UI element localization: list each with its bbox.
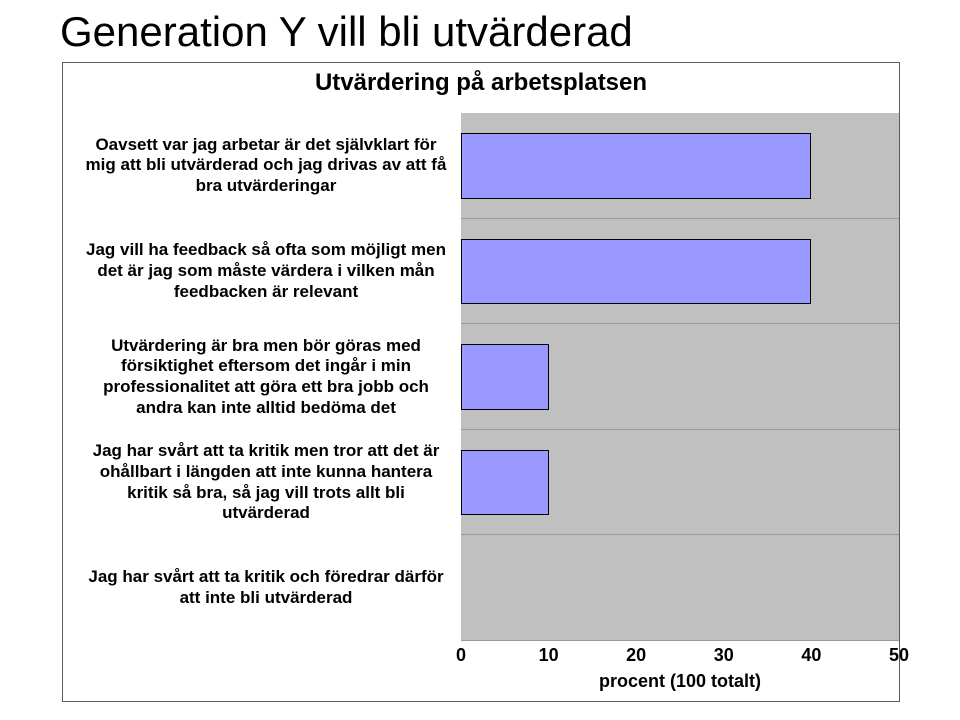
bar-row <box>461 113 899 219</box>
category-label: Utvärdering är bra men bör göras med för… <box>85 336 447 419</box>
category-label-cell: Utvärdering är bra men bör göras med för… <box>63 324 461 430</box>
category-label-cell: Jag vill ha feedback så ofta som möjligt… <box>63 219 461 325</box>
chart-card: Utvärdering på arbetsplatsen Oavsett var… <box>62 62 900 702</box>
plot-area <box>461 113 899 641</box>
bar-row <box>461 535 899 641</box>
category-label-cell: Jag har svårt att ta kritik och föredrar… <box>63 535 461 641</box>
category-label: Jag har svårt att ta kritik men tror att… <box>85 441 447 524</box>
x-tick: 40 <box>801 645 821 666</box>
category-label: Oavsett var jag arbetar är det självklar… <box>85 135 447 197</box>
bar-row <box>461 324 899 430</box>
x-axis: 01020304050 procent (100 totalt) <box>461 641 899 701</box>
category-row: Oavsett var jag arbetar är det självklar… <box>63 113 461 219</box>
bar-row <box>461 430 899 536</box>
bar-cell <box>461 219 899 325</box>
bar <box>461 133 811 198</box>
x-tick: 20 <box>626 645 646 666</box>
category-label: Jag har svårt att ta kritik och föredrar… <box>85 567 447 608</box>
category-row: Jag vill ha feedback så ofta som möjligt… <box>63 219 461 325</box>
bar-cell <box>461 113 899 219</box>
bar <box>461 450 549 515</box>
category-label-cell: Oavsett var jag arbetar är det självklar… <box>63 113 461 219</box>
category-row: Jag har svårt att ta kritik men tror att… <box>63 430 461 536</box>
category-row: Utvärdering är bra men bör göras med för… <box>63 324 461 430</box>
category-label-cell: Jag har svårt att ta kritik men tror att… <box>63 430 461 536</box>
x-tick: 0 <box>456 645 466 666</box>
x-tick: 30 <box>714 645 734 666</box>
chart-title: Utvärdering på arbetsplatsen <box>63 69 899 97</box>
x-axis-label: procent (100 totalt) <box>461 671 899 692</box>
bar <box>461 239 811 304</box>
page: Generation Y vill bli utvärderad Utvärde… <box>0 0 960 720</box>
bar-cell <box>461 535 899 641</box>
category-labels-col: Oavsett var jag arbetar är det självklar… <box>63 113 461 641</box>
bar-row <box>461 219 899 325</box>
category-row: Jag har svårt att ta kritik och föredrar… <box>63 535 461 641</box>
x-tick: 50 <box>889 645 909 666</box>
bar <box>461 344 549 409</box>
category-label: Jag vill ha feedback så ofta som möjligt… <box>85 240 447 302</box>
bar-cell <box>461 430 899 536</box>
bar-cell <box>461 324 899 430</box>
page-title: Generation Y vill bli utvärderad <box>60 8 633 56</box>
x-axis-ticks: 01020304050 <box>461 645 899 667</box>
x-tick: 10 <box>539 645 559 666</box>
